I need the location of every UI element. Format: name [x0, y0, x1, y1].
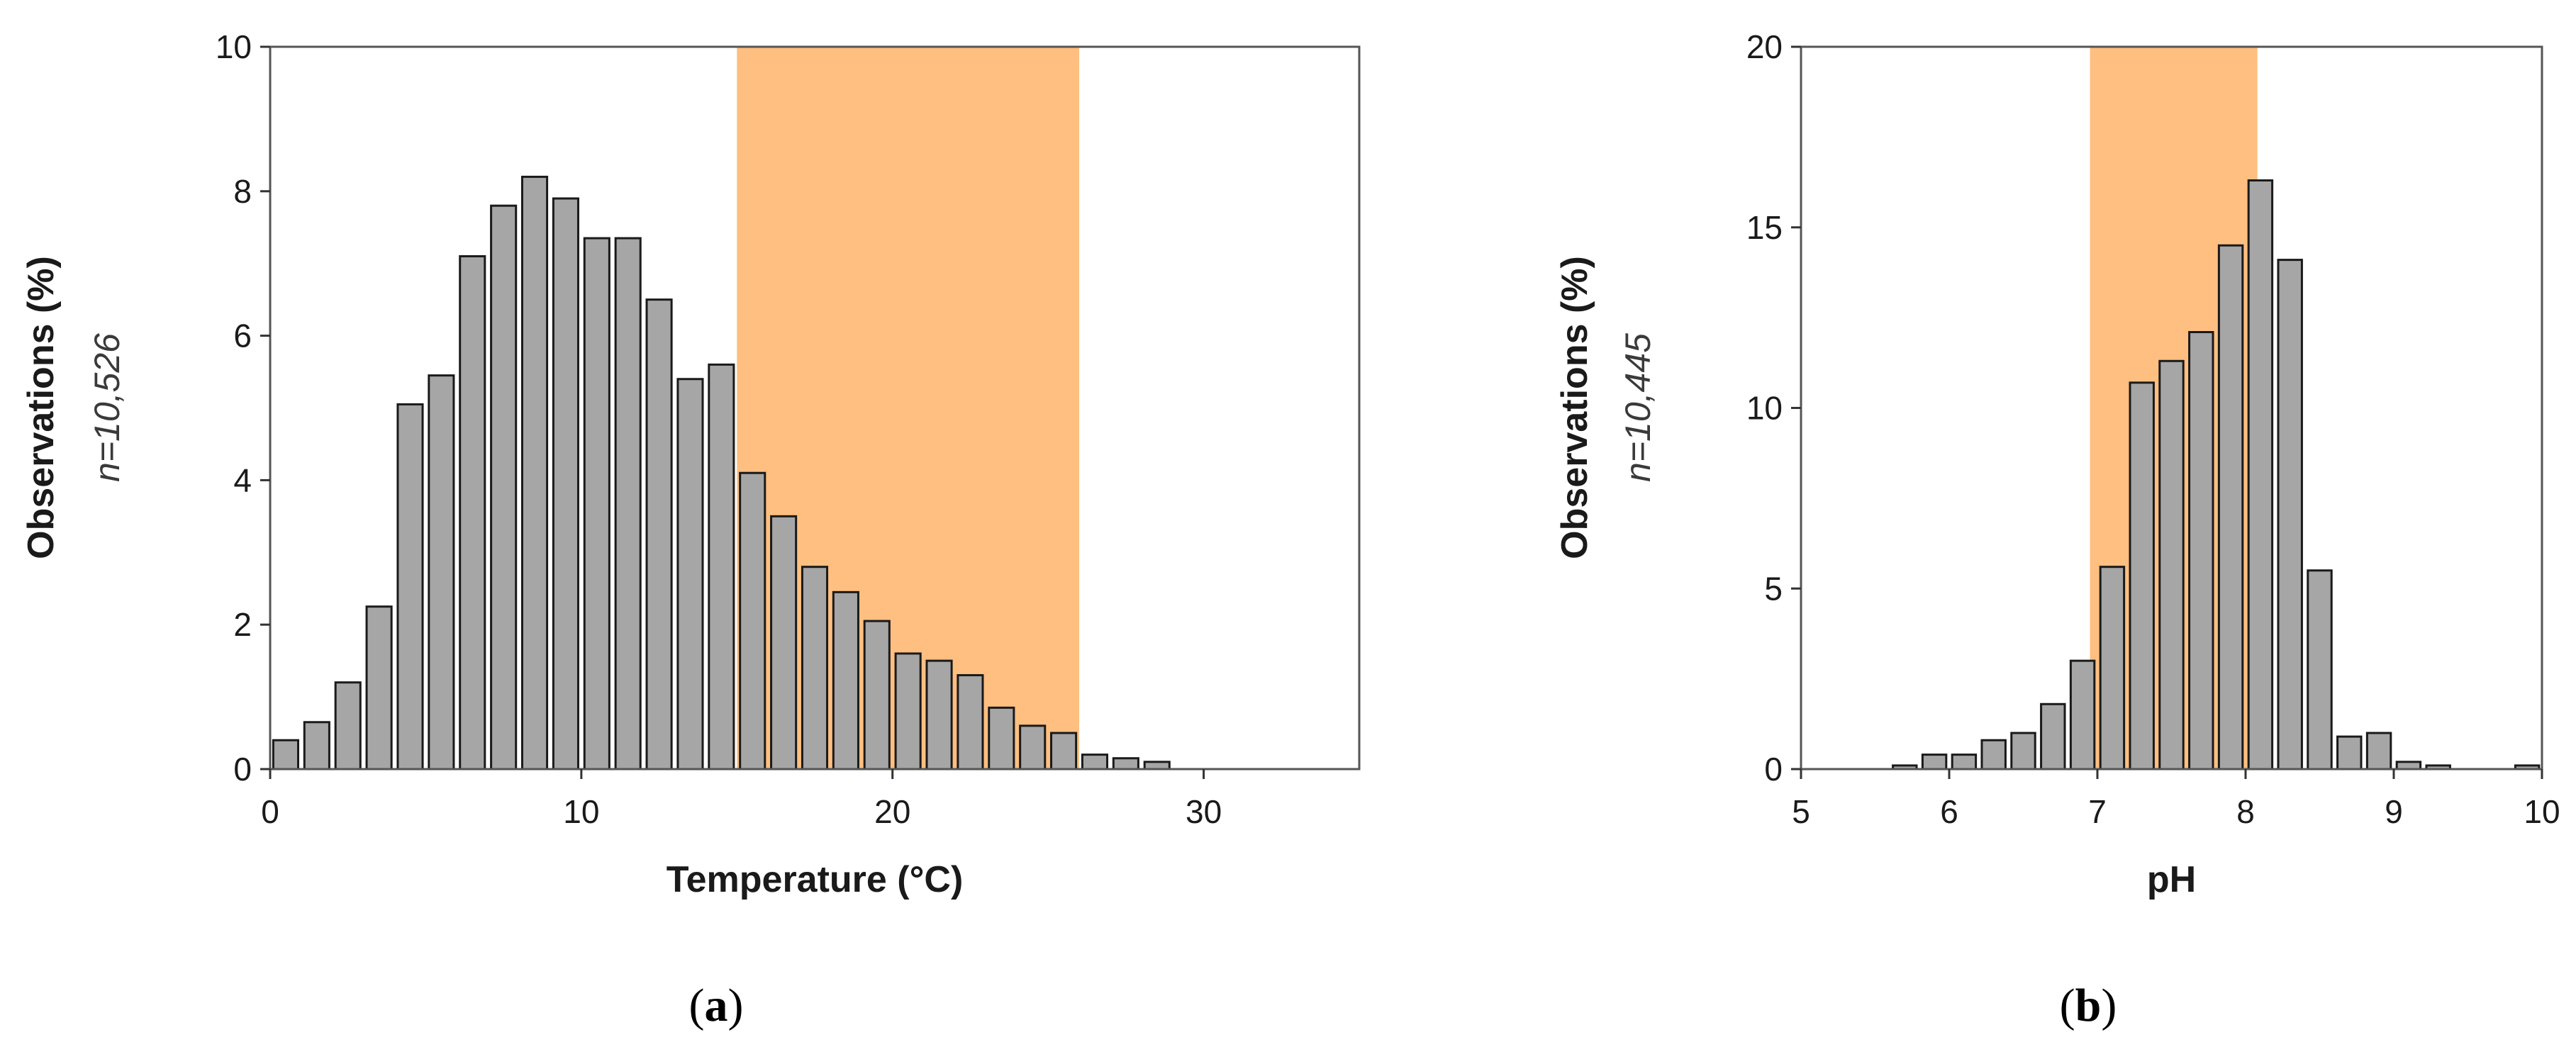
- sample-size-label: n=10,526: [87, 333, 127, 482]
- bar: [614, 237, 642, 771]
- y-tick-label: 6: [233, 318, 252, 354]
- bar: [2129, 381, 2155, 771]
- y-tick-label: 8: [233, 173, 252, 210]
- y-tick-label: 0: [233, 751, 252, 788]
- bar: [894, 652, 922, 771]
- bar: [428, 374, 455, 771]
- bar: [2336, 735, 2363, 771]
- bar: [520, 175, 549, 771]
- bar: [1081, 754, 1109, 771]
- x-tick-label: 30: [1186, 793, 1222, 830]
- bar: [2307, 569, 2333, 771]
- y-tick-label: 20: [1746, 28, 1783, 65]
- x-tick-label: 6: [1940, 793, 1958, 830]
- bar: [2247, 179, 2274, 771]
- bar: [1143, 761, 1171, 771]
- bar: [1951, 754, 1978, 771]
- bar: [459, 255, 486, 771]
- bar: [988, 706, 1015, 771]
- panel-label-close: ): [2101, 980, 2117, 1031]
- bar: [801, 566, 829, 771]
- bar: [2217, 244, 2244, 771]
- bar: [1921, 754, 1948, 771]
- bar: [2277, 259, 2303, 771]
- bar: [2158, 359, 2185, 771]
- y-tick-label: 4: [233, 461, 252, 498]
- bar: [2099, 566, 2126, 771]
- panel-label-letter: b: [2075, 980, 2102, 1031]
- bar: [334, 681, 362, 771]
- bar: [645, 298, 673, 771]
- bar: [1112, 757, 1139, 771]
- y-tick-label: 10: [216, 28, 252, 65]
- y-tick-label: 15: [1746, 209, 1783, 246]
- panel-label: (b): [2060, 980, 2117, 1031]
- y-tick-label: 5: [1764, 570, 1783, 607]
- x-tick-label: 9: [2385, 793, 2403, 830]
- bar: [583, 237, 610, 771]
- bar: [1980, 739, 2007, 771]
- bar: [396, 403, 424, 771]
- bar: [490, 204, 518, 771]
- bar: [708, 363, 735, 771]
- bar: [365, 605, 393, 771]
- x-axis-title: pH: [2147, 859, 2196, 900]
- x-tick-label: 10: [563, 793, 599, 830]
- bar: [552, 197, 579, 771]
- bar: [957, 674, 984, 771]
- bar: [925, 659, 953, 771]
- panel-label-letter: a: [705, 980, 728, 1031]
- y-tick-label: 2: [233, 606, 252, 643]
- x-tick-label: 10: [2524, 793, 2560, 830]
- panel-label-open: (: [689, 980, 705, 1031]
- x-tick-label: 20: [874, 793, 910, 830]
- y-axis-title: Observations (%): [21, 256, 62, 559]
- bar: [2365, 732, 2392, 771]
- bar: [739, 471, 766, 771]
- bar: [2069, 659, 2096, 771]
- bar: [770, 515, 798, 771]
- y-axis-title: Observations (%): [1554, 256, 1595, 559]
- panel-label-close: ): [728, 980, 744, 1031]
- panel-label-open: (: [2060, 980, 2075, 1031]
- x-axis-title: Temperature (°C): [667, 859, 964, 900]
- bar: [1019, 724, 1047, 771]
- sample-size-label: n=10,445: [1618, 333, 1658, 482]
- x-tick-label: 7: [2088, 793, 2107, 830]
- chart-panel-a: 0 2 4 6 8 10 0 10 20 30 Temperature (°C) Observatio…: [21, 28, 1361, 1031]
- bar: [2040, 702, 2066, 771]
- plot-frame: [269, 45, 1361, 771]
- bar: [272, 739, 299, 771]
- bar: [832, 590, 859, 771]
- bar: [303, 721, 330, 771]
- bar: [2188, 331, 2214, 771]
- y-tick-label: 10: [1746, 390, 1783, 427]
- bar: [1050, 732, 1078, 771]
- y-tick-label: 0: [1764, 751, 1783, 788]
- panel-label: (a): [689, 980, 744, 1031]
- bar: [676, 378, 704, 771]
- bar: [863, 620, 891, 771]
- x-tick-label: 5: [1792, 793, 1810, 830]
- x-tick-label: 0: [261, 793, 279, 830]
- bar: [2010, 732, 2036, 771]
- bar: [2395, 761, 2422, 771]
- x-tick-label: 8: [2236, 793, 2255, 830]
